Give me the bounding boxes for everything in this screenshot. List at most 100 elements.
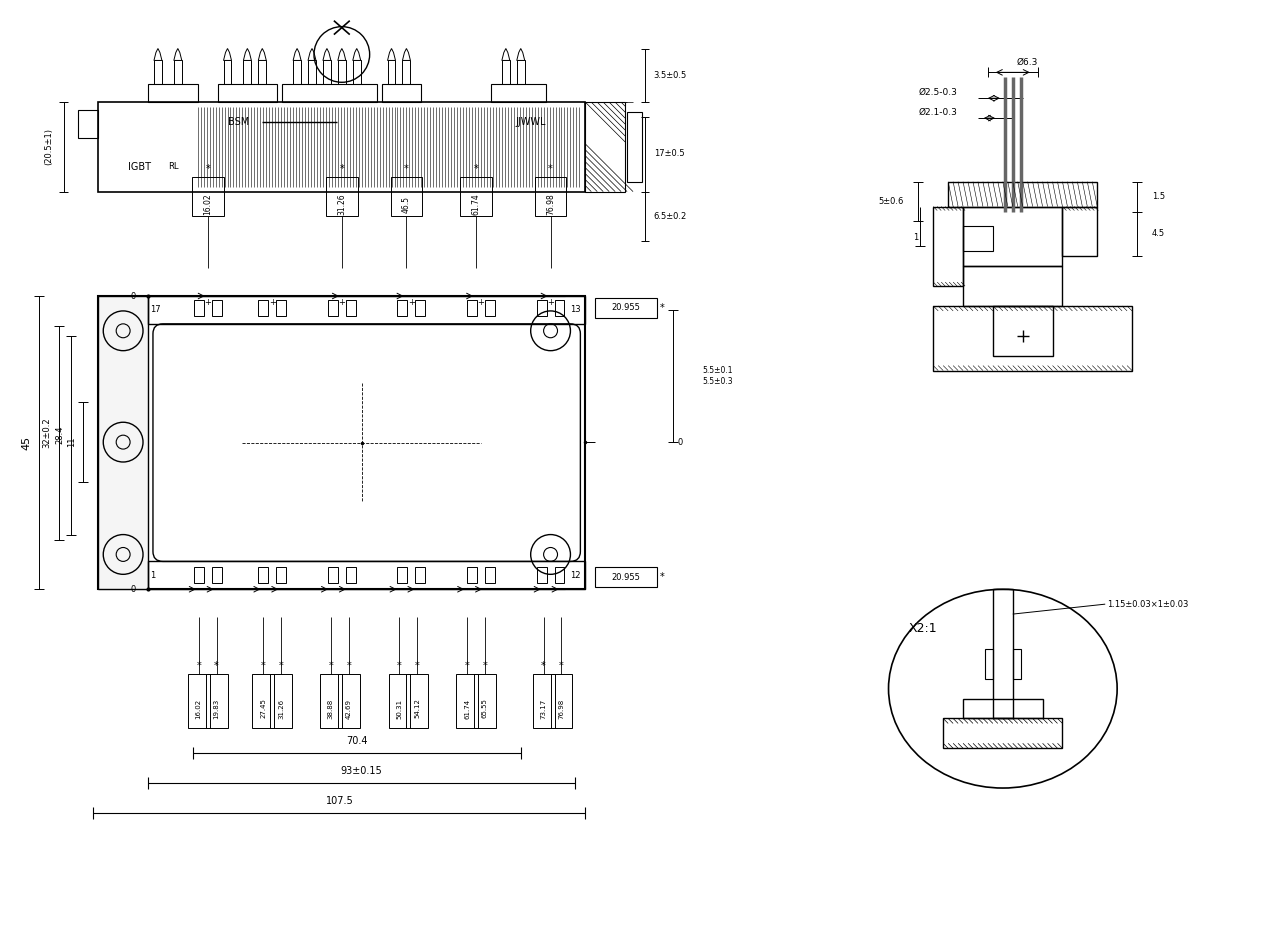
Text: 6.5±0.2: 6.5±0.2 [654, 212, 686, 221]
Text: *: * [465, 661, 470, 670]
Polygon shape [323, 48, 331, 60]
Bar [416, 568, 425, 583]
Bar [328, 568, 338, 583]
Text: 42.69: 42.69 [346, 698, 351, 719]
Text: 70.4: 70.4 [346, 736, 368, 746]
Bar [627, 112, 642, 181]
Bar [98, 102, 586, 192]
Text: 32±0.2: 32±0.2 [42, 418, 51, 448]
Text: 1: 1 [912, 232, 919, 242]
Bar [148, 296, 586, 324]
Polygon shape [154, 48, 162, 60]
Text: 16.02: 16.02 [203, 194, 212, 216]
Bar [467, 300, 477, 316]
Bar [949, 181, 1098, 206]
Text: 31.26: 31.26 [278, 698, 284, 719]
Text: IGBT: IGBT [129, 162, 151, 172]
Bar [992, 306, 1053, 356]
Text: *: * [548, 164, 553, 174]
Bar [346, 568, 355, 583]
Bar [985, 649, 992, 679]
Bar [1063, 206, 1098, 257]
Text: 19.83: 19.83 [214, 698, 220, 719]
Bar [398, 300, 408, 316]
Bar [596, 298, 656, 318]
Bar [555, 568, 565, 583]
Text: 4.5: 4.5 [1152, 229, 1165, 238]
Bar [338, 60, 346, 84]
Bar [407, 674, 429, 729]
Bar [586, 102, 625, 192]
Bar [211, 568, 221, 583]
Bar [943, 719, 1063, 748]
Bar [188, 674, 210, 729]
Bar [389, 674, 411, 729]
Bar [98, 296, 586, 589]
Text: +: + [269, 298, 275, 307]
Bar [338, 674, 359, 729]
Polygon shape [174, 48, 181, 60]
Polygon shape [338, 48, 346, 60]
Bar [174, 60, 181, 84]
Text: 0: 0 [678, 438, 683, 446]
Bar [517, 60, 525, 84]
Text: Ø2.5-0.3: Ø2.5-0.3 [919, 88, 958, 96]
Text: 20.955: 20.955 [611, 304, 641, 312]
Bar [485, 300, 495, 316]
Bar [243, 60, 251, 84]
Text: 20.955: 20.955 [611, 573, 641, 582]
Text: 12: 12 [570, 570, 580, 580]
Polygon shape [259, 48, 266, 60]
Bar [555, 300, 565, 316]
Text: 1.5: 1.5 [1152, 192, 1165, 201]
Polygon shape [517, 48, 525, 60]
Bar [467, 568, 477, 583]
Text: +: + [408, 298, 414, 307]
Bar [963, 266, 1063, 306]
Bar [353, 60, 360, 84]
Text: 13: 13 [570, 306, 580, 315]
Text: 107.5: 107.5 [326, 796, 353, 806]
Bar [485, 568, 495, 583]
Polygon shape [243, 48, 251, 60]
Bar [252, 674, 274, 729]
Polygon shape [293, 48, 301, 60]
Bar [277, 300, 286, 316]
Bar [218, 84, 277, 102]
Bar [387, 60, 395, 84]
Text: Ø2.1-0.3: Ø2.1-0.3 [919, 107, 958, 117]
Bar [474, 674, 495, 729]
Text: *: * [279, 661, 283, 670]
Bar [992, 589, 1013, 719]
Bar [398, 568, 408, 583]
Bar [537, 568, 547, 583]
Polygon shape [502, 48, 510, 60]
Text: 76.98: 76.98 [559, 698, 565, 719]
Text: 28.4: 28.4 [55, 426, 64, 444]
Bar [963, 206, 1063, 266]
Text: 65.55: 65.55 [481, 698, 488, 719]
Bar [533, 674, 555, 729]
Bar [456, 674, 477, 729]
Text: *: * [197, 661, 201, 670]
Text: 76.98: 76.98 [546, 194, 555, 216]
Text: *: * [398, 661, 402, 670]
Bar [323, 60, 331, 84]
Text: 46.5: 46.5 [402, 196, 411, 213]
Text: *: * [328, 661, 333, 670]
Text: +: + [477, 298, 484, 307]
Text: 38.88: 38.88 [328, 698, 333, 719]
Bar [293, 60, 301, 84]
Bar [933, 206, 963, 286]
Text: 3.5±0.5: 3.5±0.5 [654, 71, 686, 80]
Text: *: * [474, 164, 479, 174]
Text: 50.31: 50.31 [396, 698, 403, 719]
Text: Ø6.3: Ø6.3 [1017, 58, 1039, 67]
Bar [194, 568, 203, 583]
Bar [326, 177, 358, 217]
Bar [551, 674, 573, 729]
Text: *: * [559, 661, 564, 670]
Text: 45: 45 [22, 435, 32, 450]
Text: 31.26: 31.26 [337, 194, 346, 216]
Text: 17±0.5: 17±0.5 [655, 149, 685, 158]
